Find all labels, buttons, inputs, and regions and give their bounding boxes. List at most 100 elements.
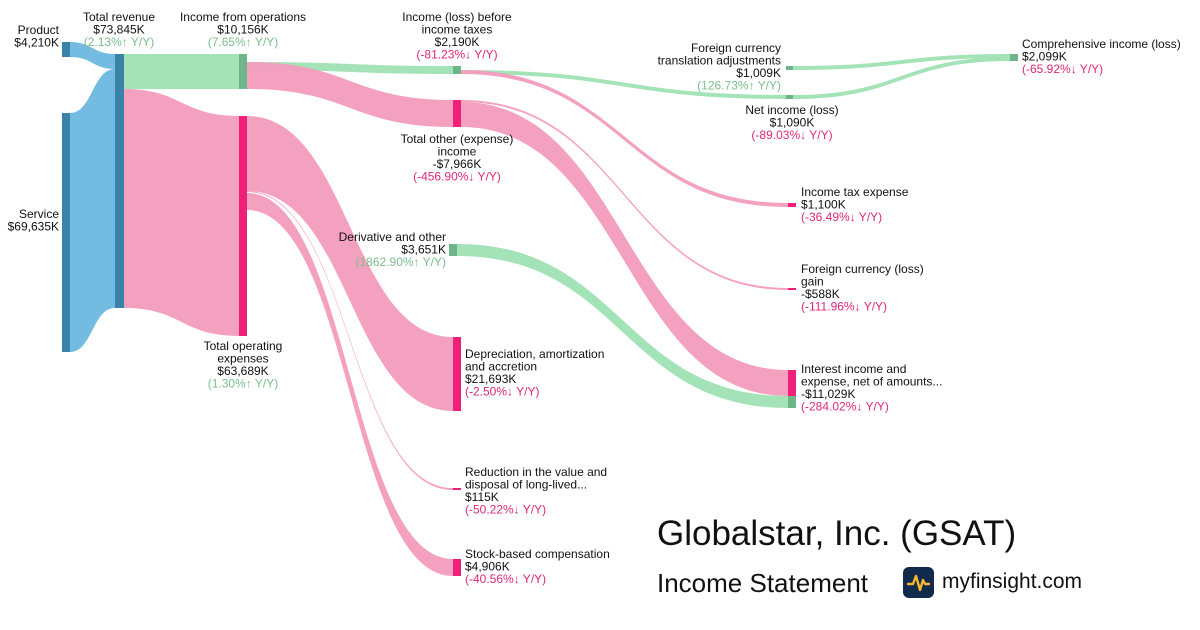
node-yoy-change: (2.13%↑ Y/Y) [84,35,154,49]
node-total-operating-expenses[interactable] [239,116,247,336]
node-value: $69,635K [8,220,59,234]
node-name: Comprehensive income (loss) [1022,37,1181,51]
node-value: $4,906K [465,560,510,574]
flow-product-to-total-revenue[interactable] [70,42,115,69]
node-name: Product [18,23,60,37]
node-product[interactable] [62,42,70,57]
interest-income-gain-segment [788,396,796,408]
node-name: Foreign currency [691,41,781,55]
node-name: Interest income and [801,362,906,376]
website-link[interactable]: myfinsight.com [942,570,1083,593]
company-title: Globalstar, Inc. (GSAT) [657,514,1017,553]
node-reduction-in-value[interactable] [453,488,461,490]
flow-total-other-income-to-interest-income[interactable] [461,102,788,396]
label-derivative-and-other: Derivative and other$3,651K(1862.90%↑ Y/… [339,230,446,269]
label-fx-gain: Foreign currency (loss)gain-$588K(-111.9… [801,262,924,314]
node-name: Income tax expense [801,185,909,199]
node-income-tax-expense[interactable] [788,203,796,207]
node-fx-gain[interactable] [788,288,796,290]
flow-total-revenue-to-total-operating-expenses[interactable] [124,89,239,336]
node-income-from-operations[interactable] [239,54,247,89]
node-interest-income[interactable] [788,370,796,396]
node-name: income [438,145,477,159]
node-name: income taxes [422,23,493,37]
label-product: Product$4,210K [14,23,59,50]
node-name: Derivative and other [339,230,446,244]
flow-total-revenue-to-income-from-operations[interactable] [124,54,239,89]
node-service[interactable] [62,113,70,352]
label-total-revenue: Total revenue$73,845K(2.13%↑ Y/Y) [83,10,155,49]
label-service: Service$69,635K [8,207,60,234]
node-fx-translation[interactable] [786,66,793,70]
node-income-before-taxes[interactable] [453,66,461,74]
node-value: $1,100K [801,198,846,212]
label-income-from-operations: Income from operations$10,156K(7.65%↑ Y/… [180,10,306,49]
node-total-other-income[interactable] [453,100,461,127]
node-yoy-change: (-2.50%↓ Y/Y) [465,385,539,399]
flow-income-before-taxes-to-income-tax-expense[interactable] [461,70,788,207]
node-yoy-change: (-89.03%↓ Y/Y) [751,128,832,142]
flow-income-from-operations-to-income-before-taxes[interactable] [247,62,453,74]
node-value: $63,689K [217,364,268,378]
node-name: translation adjustments [658,54,781,68]
node-name: Service [19,207,59,221]
node-yoy-change: (-50.22%↓ Y/Y) [465,503,546,517]
node-value: $21,693K [465,372,516,386]
node-yoy-change: (7.65%↑ Y/Y) [208,35,278,49]
label-net-income: Net income (loss)$1,090K(-89.03%↓ Y/Y) [745,103,838,142]
node-name: Income (loss) before [402,10,512,24]
pulse-line-icon [903,567,934,598]
node-name: gain [801,275,824,289]
node-value: $115K [465,490,499,504]
node-derivative-and-other[interactable] [449,244,457,256]
node-name: Foreign currency (loss) [801,262,924,276]
node-yoy-change: (-36.49%↓ Y/Y) [801,210,882,224]
node-name: expenses [217,352,268,366]
label-stock-based-comp: Stock-based compensation$4,906K(-40.56%↓… [465,547,610,586]
node-stock-based-comp[interactable] [453,559,461,576]
node-yoy-change: (-65.92%↓ Y/Y) [1022,62,1103,76]
node-net-income[interactable] [786,95,793,99]
node-value: -$11,029K [801,387,856,401]
flow-total-operating-expenses-to-stock-based-comp[interactable] [247,193,453,576]
node-depreciation[interactable] [453,337,461,411]
node-value: -$7,966K [433,157,482,171]
node-yoy-change: (126.73%↑ Y/Y) [697,79,781,93]
node-yoy-change: (-456.90%↓ Y/Y) [413,170,501,184]
flow-total-other-income-to-fx-gain[interactable] [461,100,788,290]
node-total-revenue[interactable] [115,54,124,308]
flow-nodes [62,42,1018,576]
node-value: -$588K [801,287,840,301]
statement-title: Income Statement [657,568,868,598]
node-name: Total revenue [83,10,155,24]
flow-income-from-operations-to-total-other-income[interactable] [247,62,453,127]
node-yoy-change: (-284.02%↓ Y/Y) [801,400,889,414]
node-name: disposal of long-lived... [465,478,587,492]
node-value: $3,651K [401,243,446,257]
node-yoy-change: (-40.56%↓ Y/Y) [465,572,546,586]
node-name: Net income (loss) [745,103,838,117]
node-value: $73,845K [93,23,144,37]
flow-derivative-and-other-to-interest-income[interactable] [457,244,788,408]
node-name: Stock-based compensation [465,547,610,561]
flow-service-to-total-revenue[interactable] [70,69,115,352]
flow-fx-translation-to-comprehensive-income[interactable] [793,54,1010,70]
flow-total-operating-expenses-to-reduction-in-value[interactable] [247,191,453,490]
flow-links [70,42,1010,576]
node-name: Depreciation, amortization [465,347,604,361]
node-comprehensive-income[interactable] [1010,54,1018,61]
node-yoy-change: (1862.90%↑ Y/Y) [356,255,447,269]
node-yoy-change: (-81.23%↓ Y/Y) [416,48,497,62]
node-name: expense, net of amounts... [801,375,942,389]
flow-net-income-to-comprehensive-income[interactable] [793,57,1010,99]
flow-total-operating-expenses-to-depreciation[interactable] [247,116,453,411]
node-name: Total other (expense) [401,132,514,146]
flow-income-before-taxes-to-net-income[interactable] [461,70,786,99]
node-value: $10,156K [217,23,268,37]
node-yoy-change: (1.30%↑ Y/Y) [208,377,278,391]
node-name: and accretion [465,360,537,374]
